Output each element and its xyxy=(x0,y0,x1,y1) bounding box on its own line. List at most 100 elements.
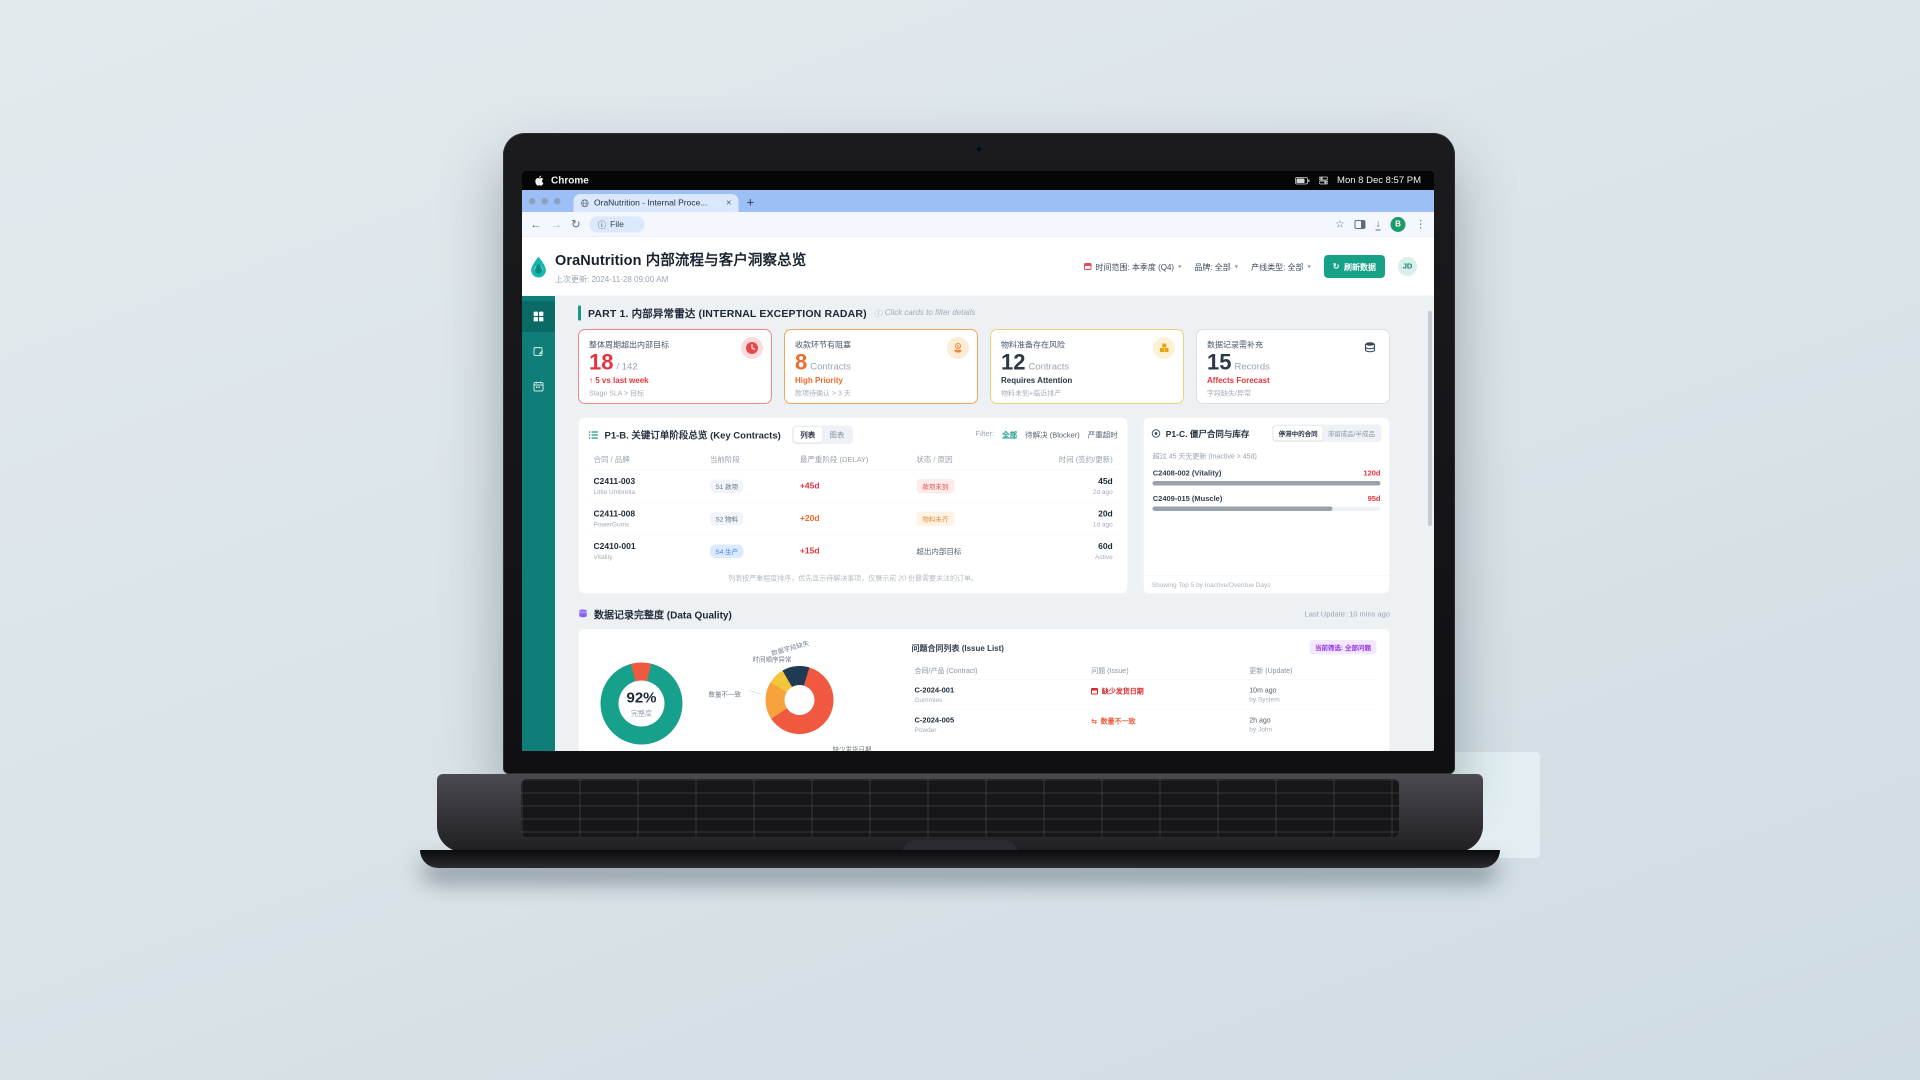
chevron-down-icon: ▾ xyxy=(1178,262,1182,270)
sidebar-item-dashboard[interactable] xyxy=(522,301,555,332)
battery-icon xyxy=(1295,176,1310,185)
macos-menubar: Chrome Mon 8 Dec 8:57 PM xyxy=(522,171,1434,190)
donut-label-qty: 数量不一致 xyxy=(708,690,742,699)
product-line-filter[interactable]: 产线类型: 全部 ▾ xyxy=(1251,262,1311,272)
table-row[interactable]: C2411-003 Little Umbrella S1 款项 +45d 款项未到… xyxy=(588,469,1118,503)
app-logo[interactable] xyxy=(522,237,555,296)
side-panel-icon[interactable] xyxy=(1354,219,1366,229)
kpi-card-material-risk[interactable]: 物料准备存在风险 12 Contracts Requires Attention … xyxy=(990,329,1184,404)
issue-list-title: 问题合同列表 (Issue List) xyxy=(911,644,1004,653)
table-row[interactable]: C-2024-005 Powder ⇆ 数量不一致 2h ago by John xyxy=(914,716,1273,734)
list-icon xyxy=(588,430,598,439)
payment-hand-icon: $ xyxy=(947,337,969,359)
view-toggle-chart[interactable]: 图表 xyxy=(829,431,845,440)
control-center-icon[interactable] xyxy=(1319,176,1329,185)
zombie-panel-footer: Showing Top 5 by Inactive/Overdue Days xyxy=(1143,575,1390,594)
browser-menu-icon[interactable]: ⋮ xyxy=(1415,218,1427,231)
close-window-icon[interactable] xyxy=(529,197,536,205)
col-issue-contract: 合同/产品 (Contract) xyxy=(911,661,1089,680)
dashboard-content: PART 1. 内部异常雷达 (INTERNAL EXCEPTION RADAR… xyxy=(555,296,1434,751)
browser-profile-avatar[interactable]: B xyxy=(1390,216,1406,232)
chevron-down-icon: ▾ xyxy=(1234,262,1239,270)
app-header: OraNutrition 内部流程与客户洞察总览 上次更新: 2024-11-2… xyxy=(522,237,1434,296)
sidebar-item-calendar[interactable] xyxy=(522,371,555,402)
status-chip: 物料未齐 xyxy=(916,511,955,526)
current-filter-chip[interactable]: 当前筛选: 全部问题 xyxy=(1309,640,1377,655)
table-row[interactable]: C2410-001 Vitality S4 生产 +15d 超出内部目标 60d A… xyxy=(593,541,1113,561)
data-quality-panel: 92% 完整度 数据字段缺失 时间顺序异常 数量不一致 缺少发货 xyxy=(578,628,1390,752)
part2-title: 数据记录完整度 (Data Quality) xyxy=(594,610,732,621)
apple-logo-icon xyxy=(535,175,544,186)
chevron-down-icon: ▾ xyxy=(1307,262,1311,270)
database-icon-purple xyxy=(579,609,587,618)
refresh-data-button[interactable]: ↻ 刷新数据 xyxy=(1323,254,1385,278)
tab-stalled-inventory[interactable]: 滞留成品/半成品 xyxy=(1327,430,1375,438)
app-sidebar xyxy=(522,296,555,751)
bookmark-star-icon[interactable]: ☆ xyxy=(1335,218,1345,231)
reload-icon[interactable]: ↻ xyxy=(571,217,581,231)
new-tab-button[interactable]: + xyxy=(746,194,755,210)
list-item[interactable]: C2408-002 (Vitality) 120d xyxy=(1152,469,1381,486)
address-text: File xyxy=(610,219,624,229)
browser-tabstrip: OraNutrition - Internal Proce... × + xyxy=(522,190,1434,212)
col-delay: 最严重阶段 (DELAY) xyxy=(794,449,912,470)
table-row[interactable]: C2411-008 PowerGums S2 物料 +20d 物料未齐 20d 1d… xyxy=(588,502,1118,535)
active-app-name[interactable]: Chrome xyxy=(551,174,589,186)
browser-tab[interactable]: OraNutrition - Internal Proce... × xyxy=(573,194,739,212)
completeness-label: 完整度 xyxy=(631,708,652,717)
globe-favicon xyxy=(580,199,589,207)
boxes-icon xyxy=(1153,337,1175,359)
filter-overdue-link[interactable]: 严重超时 xyxy=(1087,431,1118,440)
zombie-tabs[interactable]: 停滞中的合同 滞留成品/半成品 xyxy=(1272,424,1382,442)
back-icon[interactable]: ← xyxy=(530,217,542,231)
page-scrollbar[interactable] xyxy=(1428,296,1433,751)
kpi-cards-row: 整体周期超出内部目标 18/ 142 ↑ 5 vs last week Stag… xyxy=(578,329,1390,404)
table-row[interactable]: C-2024-001 Gummies 缺少发货日期 10m ago by Syste… xyxy=(911,679,1377,710)
laptop-screen: Chrome Mon 8 Dec 8:57 PM xyxy=(522,171,1434,751)
kpi-card-payment-blocked[interactable]: 收款环节有阻塞 8 Contracts High Priority 款项待确认 >… xyxy=(784,329,978,404)
info-icon: ⓘ xyxy=(873,310,882,319)
stage-badge: S4 生产 xyxy=(709,544,744,558)
list-item[interactable]: C2409-015 (Muscle) 95d xyxy=(1152,495,1381,511)
col-contract: 合同 / 品牌 xyxy=(588,449,705,470)
svg-text:$: $ xyxy=(957,344,960,349)
user-avatar[interactable]: JD xyxy=(1398,256,1417,276)
inactive-days-bar xyxy=(1152,481,1381,486)
forward-icon[interactable]: → xyxy=(550,217,563,231)
dashboard-page: OraNutrition 内部流程与客户洞察总览 上次更新: 2024-11-2… xyxy=(522,237,1434,751)
menubar-clock[interactable]: Mon 8 Dec 8:57 PM xyxy=(1337,175,1421,186)
clipboard-edit-icon xyxy=(533,347,543,356)
database-icon xyxy=(1359,337,1381,359)
filter-blocker-link[interactable]: 待解决 (Blocker) xyxy=(1025,431,1080,440)
brand-filter[interactable]: 品牌: 全部 ▾ xyxy=(1194,262,1239,272)
filter-all-link[interactable]: 全部 xyxy=(1002,431,1018,440)
maximize-window-icon[interactable] xyxy=(554,197,561,205)
donut-label-ship-date: 缺少发货日期 xyxy=(832,745,872,752)
download-icon[interactable]: ↓ xyxy=(1375,217,1381,231)
sidebar-item-orders[interactable] xyxy=(522,336,555,367)
view-toggle[interactable]: 列表 图表 xyxy=(791,425,853,444)
issue-list: 问题合同列表 (Issue List) 当前筛选: 全部问题 合同/产品 (Co… xyxy=(911,640,1377,751)
clock-icon xyxy=(741,337,763,359)
kpi-card-data-gaps[interactable]: 数据记录需补充 15 Records Affects Forecast 字段缺失/… xyxy=(1196,329,1390,404)
minimize-window-icon[interactable] xyxy=(541,197,548,205)
keyboard-area xyxy=(521,779,1399,837)
refresh-icon: ↻ xyxy=(1332,262,1340,271)
col-issue-type: 问题 (Issue) xyxy=(1088,661,1247,680)
last-update-text: Last Update: 10 mins ago xyxy=(1304,610,1390,619)
window-controls[interactable] xyxy=(529,190,561,212)
view-toggle-list[interactable]: 列表 xyxy=(793,427,823,443)
status-chip: 款项未到 xyxy=(916,478,955,494)
issue-type-donut-chart xyxy=(765,666,834,734)
tab-close-icon[interactable]: × xyxy=(725,197,732,209)
completeness-value: 92% xyxy=(626,689,657,706)
inactive-days-bar xyxy=(1152,506,1333,511)
scrollbar-thumb[interactable] xyxy=(1428,311,1432,526)
kpi-card-cycle-overrun[interactable]: 整体周期超出内部目标 18/ 142 ↑ 5 vs last week Stag… xyxy=(578,329,772,404)
address-bar[interactable]: ⓘ File xyxy=(589,216,645,233)
time-range-filter[interactable]: 时间范围: 本季度 (Q4) ▾ xyxy=(1083,260,1182,272)
page-info-icon[interactable]: ⓘ xyxy=(597,220,607,231)
col-issue-update: 更新 (Update) xyxy=(1246,661,1377,680)
laptop-keyboard-deck xyxy=(437,774,1483,854)
tab-stalled-contracts[interactable]: 停滞中的合同 xyxy=(1273,426,1323,441)
